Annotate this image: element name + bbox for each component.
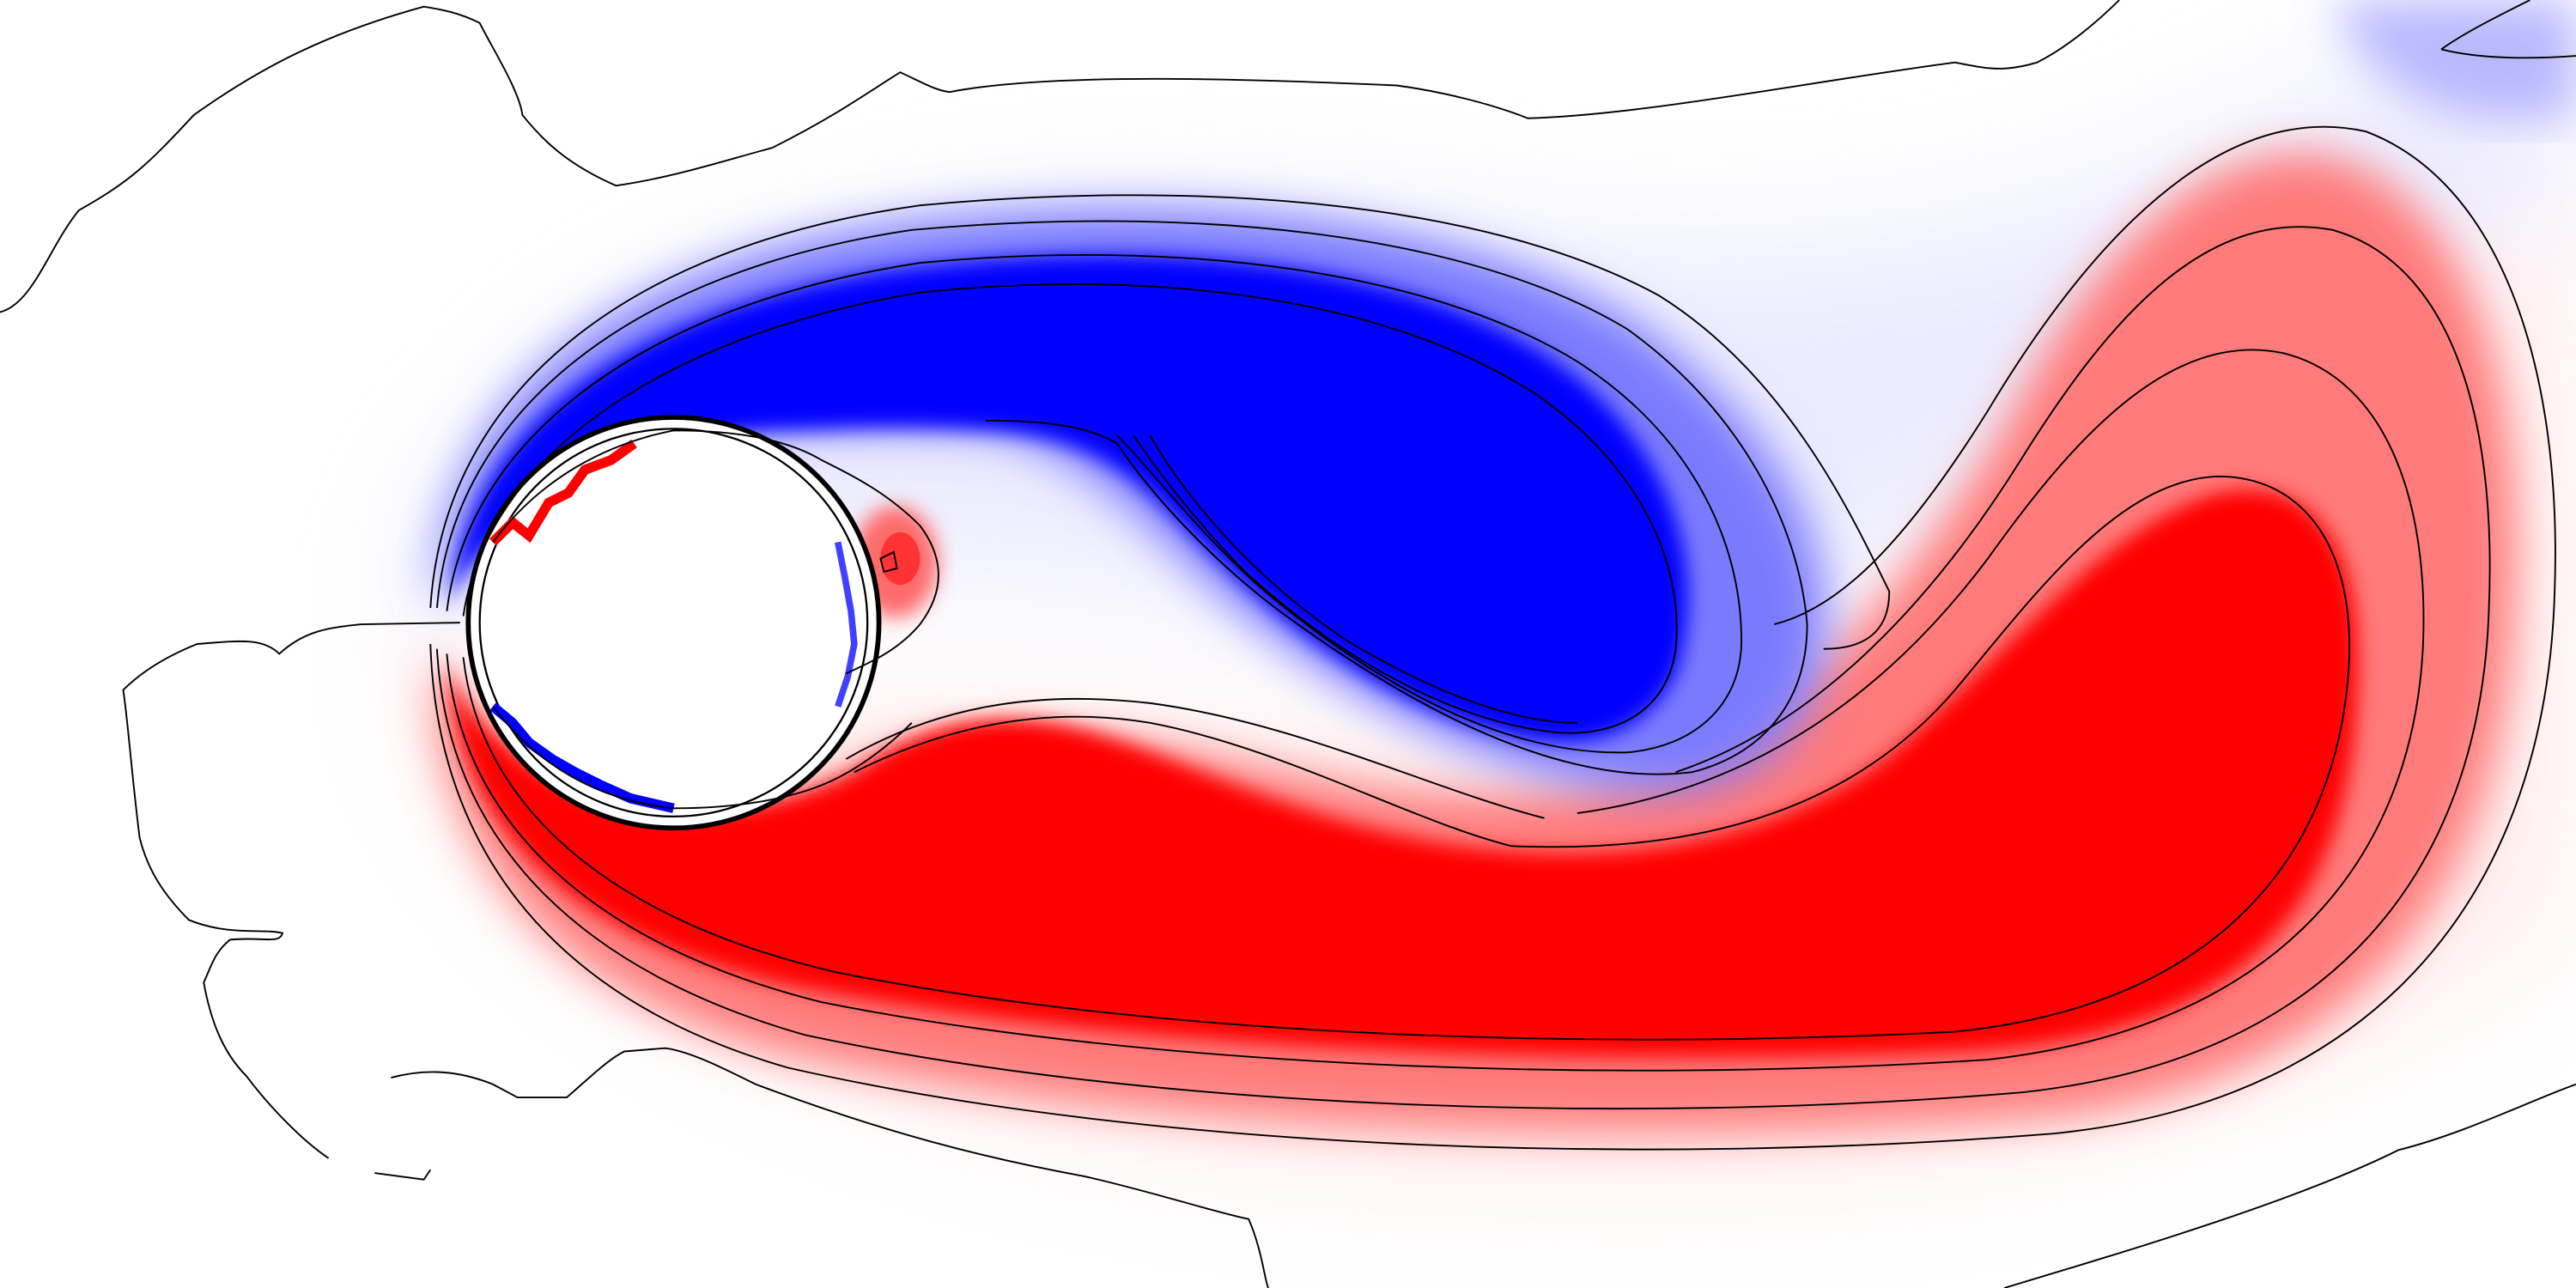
cylinder [465, 415, 882, 831]
negative-vorticity-region [430, 0, 2576, 792]
